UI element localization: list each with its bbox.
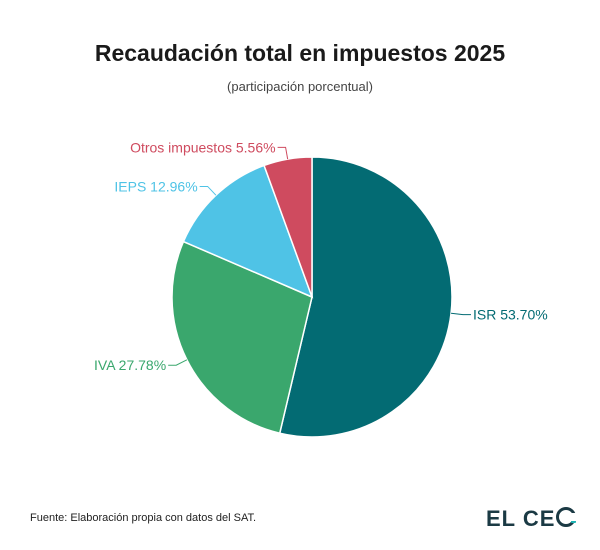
leader-line-ieps [199, 185, 217, 196]
el-ceo-logo: EL CE [486, 506, 579, 532]
slice-label-ieps: IEPS 12.96% [114, 178, 197, 194]
slice-label-iva: IVA 27.78% [94, 357, 166, 373]
leader-line-otros-impuestos [277, 146, 289, 160]
slice-label-otros-impuestos: Otros impuestos 5.56% [130, 139, 276, 155]
slice-label-isr: ISR 53.70% [473, 307, 548, 323]
leader-line-isr [450, 312, 471, 316]
leader-line-iva [168, 359, 188, 366]
pie-slice-otros-impuestos [263, 156, 313, 298]
chart-subtitle: (participación porcentual) [227, 79, 373, 94]
chart-title: Recaudación total en impuestos 2025 [94, 40, 506, 66]
pie-slice-isr [278, 156, 453, 438]
pie-slice-iva [171, 240, 313, 435]
source-note: Fuente: Elaboración propia con datos del… [30, 512, 257, 524]
